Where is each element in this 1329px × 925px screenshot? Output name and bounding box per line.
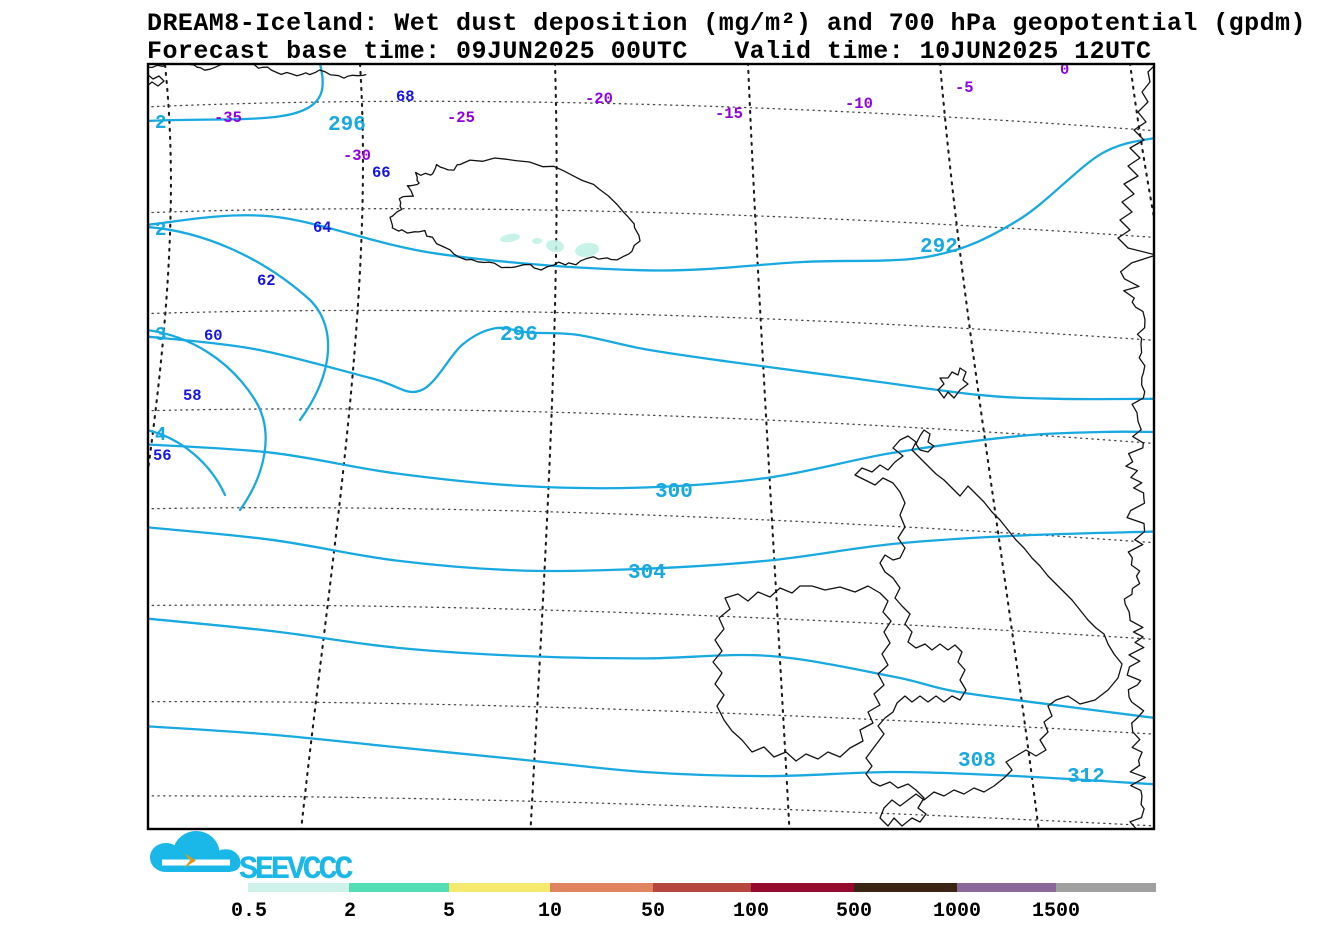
svg-text:60: 60 <box>204 327 223 345</box>
svg-text:296: 296 <box>500 324 538 347</box>
svg-text:56: 56 <box>153 447 172 465</box>
svg-text:-5: -5 <box>955 79 974 97</box>
svg-text:-25: -25 <box>447 109 475 127</box>
svg-text:304: 304 <box>628 562 666 585</box>
svg-text:300: 300 <box>655 481 693 504</box>
svg-text:62: 62 <box>257 272 276 290</box>
svg-text:100: 100 <box>733 900 769 923</box>
svg-text:50: 50 <box>84 624 103 642</box>
svg-text:4: 4 <box>155 424 166 446</box>
svg-text:54: 54 <box>130 505 149 523</box>
svg-text:2: 2 <box>344 900 356 923</box>
svg-text:3: 3 <box>155 324 166 346</box>
svg-text:50: 50 <box>641 900 665 923</box>
svg-text:10: 10 <box>538 900 562 923</box>
svg-text:-35: -35 <box>214 109 242 127</box>
svg-text:296: 296 <box>328 114 366 137</box>
svg-text:-10: -10 <box>845 95 873 113</box>
svg-text:308: 308 <box>958 750 996 773</box>
svg-text:1000: 1000 <box>933 900 981 923</box>
svg-text:0.5: 0.5 <box>231 900 267 923</box>
svg-text:5: 5 <box>443 900 455 923</box>
svg-text:1500: 1500 <box>1032 900 1080 923</box>
svg-text:2: 2 <box>155 112 166 134</box>
svg-text:68: 68 <box>396 88 415 106</box>
svg-text:2: 2 <box>155 219 166 241</box>
svg-text:500: 500 <box>836 900 872 923</box>
svg-text:58: 58 <box>183 387 202 405</box>
svg-text:-20: -20 <box>585 90 613 108</box>
svg-text:52: 52 <box>108 565 127 583</box>
svg-text:5: 5 <box>1163 43 1172 61</box>
svg-text:SEEVCCC: SEEVCCC <box>239 851 353 888</box>
svg-text:-15: -15 <box>715 105 743 123</box>
svg-text:66: 66 <box>372 164 391 182</box>
svg-text:312: 312 <box>1067 766 1105 789</box>
svg-text:-30: -30 <box>343 147 371 165</box>
svg-text:64: 64 <box>313 219 332 237</box>
svg-text:292: 292 <box>920 236 958 259</box>
